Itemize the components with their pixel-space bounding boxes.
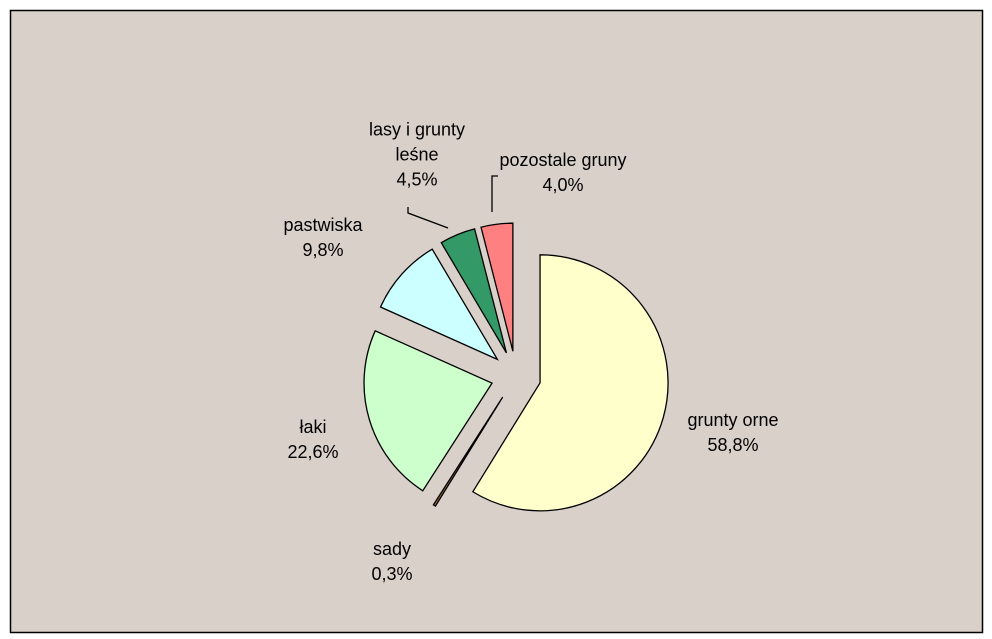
category-name: pastwiska <box>283 215 363 235</box>
value-label: 9,8% <box>302 240 344 260</box>
pie-slice <box>432 396 504 507</box>
value-label: 4,0% <box>542 175 584 195</box>
leader-line <box>491 175 498 212</box>
category-name: lasy i grunty leśne <box>368 119 466 165</box>
pie-slice <box>471 254 669 512</box>
value-label: 0,3% <box>371 564 413 584</box>
value-label: 22,6% <box>287 442 339 462</box>
value-label: 4,5% <box>396 169 438 190</box>
pie-slice <box>480 222 514 352</box>
category-name: sady <box>372 539 412 559</box>
pie-slice <box>363 329 493 492</box>
slice-label: pozostale gruny 4,0% <box>473 148 653 198</box>
slice-label: grunty orne 58,8% <box>658 408 808 458</box>
slice-label: pastwiska 9,8% <box>258 213 388 263</box>
category-name: łaki <box>299 417 327 437</box>
slice-label: lasy i grunty leśne 4,5% <box>352 118 482 193</box>
pie-slice <box>440 228 508 354</box>
leader-line <box>407 207 449 229</box>
pie-slice <box>379 248 499 361</box>
value-label: 58,8% <box>707 435 759 455</box>
category-name: pozostale gruny <box>499 150 627 170</box>
slice-label: sady 0,3% <box>342 537 442 587</box>
category-name: grunty orne <box>687 410 779 430</box>
slice-label: łaki 22,6% <box>263 415 363 465</box>
